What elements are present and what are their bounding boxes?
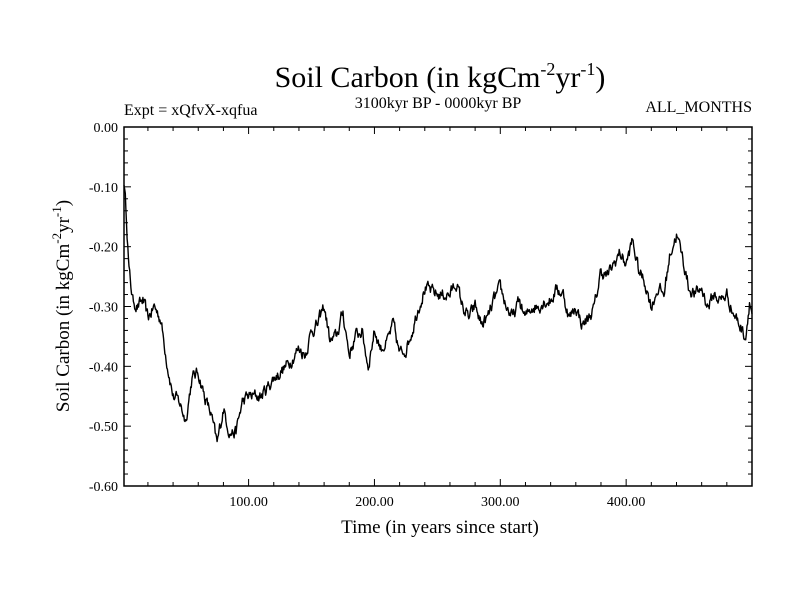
x-tick-label: 100.00 <box>229 495 268 510</box>
tick-group <box>124 126 752 487</box>
y-axis-label: Soil Carbon (in kgCm-2yr-1) <box>49 200 74 412</box>
months-label: ALL_MONTHS <box>645 99 752 116</box>
chart-title: Soil Carbon (in kgCm-2yr-1) <box>275 59 606 94</box>
x-tick-label: 300.00 <box>481 495 520 510</box>
soil-carbon-series-line <box>123 185 753 443</box>
y-tick-label: 0.00 <box>94 121 119 136</box>
y-tick-label: -0.30 <box>89 301 118 316</box>
x-tick-label: 200.00 <box>355 495 394 510</box>
y-tick-label: -0.40 <box>89 360 118 375</box>
plot-area <box>123 126 753 487</box>
time-range-label: 3100kyr BP - 0000kyr BP <box>355 95 522 112</box>
y-tick-label: -0.50 <box>89 420 118 435</box>
y-tick-label: -0.20 <box>89 241 118 256</box>
x-tick-label: 400.00 <box>607 495 646 510</box>
y-tick-label: -0.60 <box>89 480 118 495</box>
x-axis-label: Time (in years since start) <box>341 517 539 538</box>
experiment-label: Expt = xQfvX-xqfua <box>124 102 257 119</box>
y-tick-label: -0.10 <box>89 181 118 196</box>
